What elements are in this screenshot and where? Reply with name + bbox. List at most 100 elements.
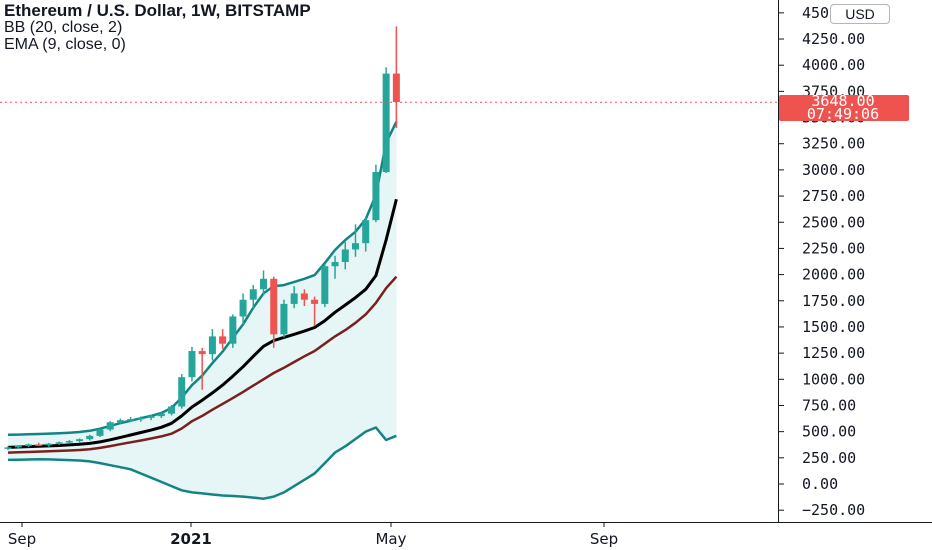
- currency-button[interactable]: USD: [830, 4, 890, 24]
- candle[interactable]: [55, 441, 63, 446]
- bb-indicator-label[interactable]: BB (20, close, 2): [4, 19, 123, 36]
- candle-body: [127, 419, 135, 421]
- candle-body: [229, 316, 237, 344]
- candle[interactable]: [239, 293, 247, 325]
- price-tick-label: 1000.00: [802, 370, 865, 388]
- candle[interactable]: [270, 276, 278, 348]
- price-tick-label: 4000.00: [802, 56, 865, 74]
- candle[interactable]: [321, 264, 329, 308]
- price-tick-label: 2500.00: [802, 213, 865, 231]
- time-tick-label: Sep: [8, 530, 36, 548]
- bar-countdown: 07:49:06: [806, 105, 880, 123]
- candle[interactable]: [362, 217, 370, 252]
- candle-body: [311, 299, 319, 304]
- candle-body: [76, 439, 84, 442]
- time-tick-label: 2021: [170, 530, 212, 548]
- candle-body: [392, 73, 400, 103]
- candle[interactable]: [249, 285, 257, 309]
- candle-body: [24, 444, 32, 446]
- candle-body: [260, 278, 267, 290]
- candle[interactable]: [14, 445, 22, 449]
- candle-body: [321, 266, 329, 304]
- price-tick-label: 500.00: [802, 423, 856, 441]
- candle-body: [362, 220, 370, 244]
- price-tick-label: 1250.00: [802, 344, 865, 362]
- candle-body: [106, 422, 114, 430]
- price-tick-label: 1500.00: [802, 318, 865, 336]
- candle[interactable]: [127, 416, 135, 423]
- candle[interactable]: [147, 414, 155, 421]
- candle[interactable]: [4, 446, 12, 450]
- candle-body: [188, 351, 196, 378]
- candle[interactable]: [280, 299, 288, 338]
- candles[interactable]: [4, 26, 400, 450]
- candle-body: [45, 443, 53, 446]
- candle-body: [198, 351, 206, 355]
- candle[interactable]: [65, 440, 73, 444]
- last-price-value: 3648.00: [811, 92, 875, 110]
- candle-body: [239, 299, 247, 317]
- price-tick-label: 2000.00: [802, 266, 865, 284]
- candle[interactable]: [35, 442, 43, 447]
- candle[interactable]: [382, 67, 390, 174]
- price-tick-label: 750.00: [802, 396, 856, 414]
- candle[interactable]: [300, 289, 308, 307]
- candle-body: [208, 336, 216, 355]
- candle-body: [280, 303, 288, 335]
- candle-body: [341, 249, 349, 263]
- candle[interactable]: [341, 242, 349, 270]
- candle[interactable]: [116, 418, 124, 424]
- candle-body: [137, 417, 145, 420]
- candle[interactable]: [208, 329, 216, 361]
- price-axis[interactable]: 4500.004250.004000.003750.003500.003250.…: [778, 4, 865, 519]
- ema-indicator-label[interactable]: EMA (9, close, 0): [4, 36, 126, 53]
- candle[interactable]: [311, 296, 319, 326]
- candle[interactable]: [188, 346, 196, 382]
- time-tick-label: Sep: [590, 530, 618, 548]
- candle[interactable]: [168, 404, 176, 416]
- candle[interactable]: [331, 255, 339, 279]
- candle-body: [290, 293, 298, 304]
- candle-body: [351, 243, 359, 250]
- candle-body: [178, 377, 186, 407]
- symbol-title[interactable]: Ethereum / U.S. Dollar, 1W, BITSTAMP: [4, 1, 311, 20]
- candle-body: [270, 278, 278, 335]
- candle-body: [4, 447, 12, 449]
- chart-legend: Ethereum / U.S. Dollar, 1W, BITSTAMP BB …: [4, 2, 311, 53]
- candle[interactable]: [351, 224, 359, 257]
- candle-body: [219, 336, 227, 344]
- time-tick-label: May: [375, 530, 406, 548]
- candle[interactable]: [96, 428, 104, 437]
- price-tick-label: 0.00: [802, 475, 838, 493]
- bb-basis-line: [7, 198, 398, 449]
- candle-body: [382, 73, 390, 172]
- candle-body: [116, 420, 124, 423]
- price-tick-label: 4250.00: [802, 30, 865, 48]
- candle[interactable]: [178, 374, 186, 409]
- candle[interactable]: [157, 412, 165, 419]
- candle-body: [147, 416, 155, 418]
- time-axis[interactable]: Sep 2021 May Sep: [8, 522, 618, 548]
- candle[interactable]: [76, 438, 84, 443]
- candle[interactable]: [198, 347, 206, 390]
- candle-body: [249, 289, 257, 300]
- candle[interactable]: [86, 434, 94, 441]
- candle[interactable]: [392, 26, 400, 129]
- candle[interactable]: [290, 286, 298, 309]
- candle[interactable]: [137, 416, 145, 422]
- candle-body: [35, 444, 43, 446]
- candle-body: [300, 293, 308, 300]
- candle[interactable]: [45, 442, 53, 447]
- candle[interactable]: [260, 270, 267, 296]
- candle[interactable]: [229, 314, 237, 348]
- candle[interactable]: [106, 421, 114, 432]
- candle[interactable]: [219, 329, 227, 349]
- last-price-tag: 3648.00 07:49:06: [779, 92, 909, 123]
- candle[interactable]: [372, 164, 380, 223]
- bb-lower-line: [7, 426, 397, 500]
- candle-body: [331, 262, 339, 267]
- candle[interactable]: [24, 443, 32, 448]
- ema-line: [7, 275, 398, 454]
